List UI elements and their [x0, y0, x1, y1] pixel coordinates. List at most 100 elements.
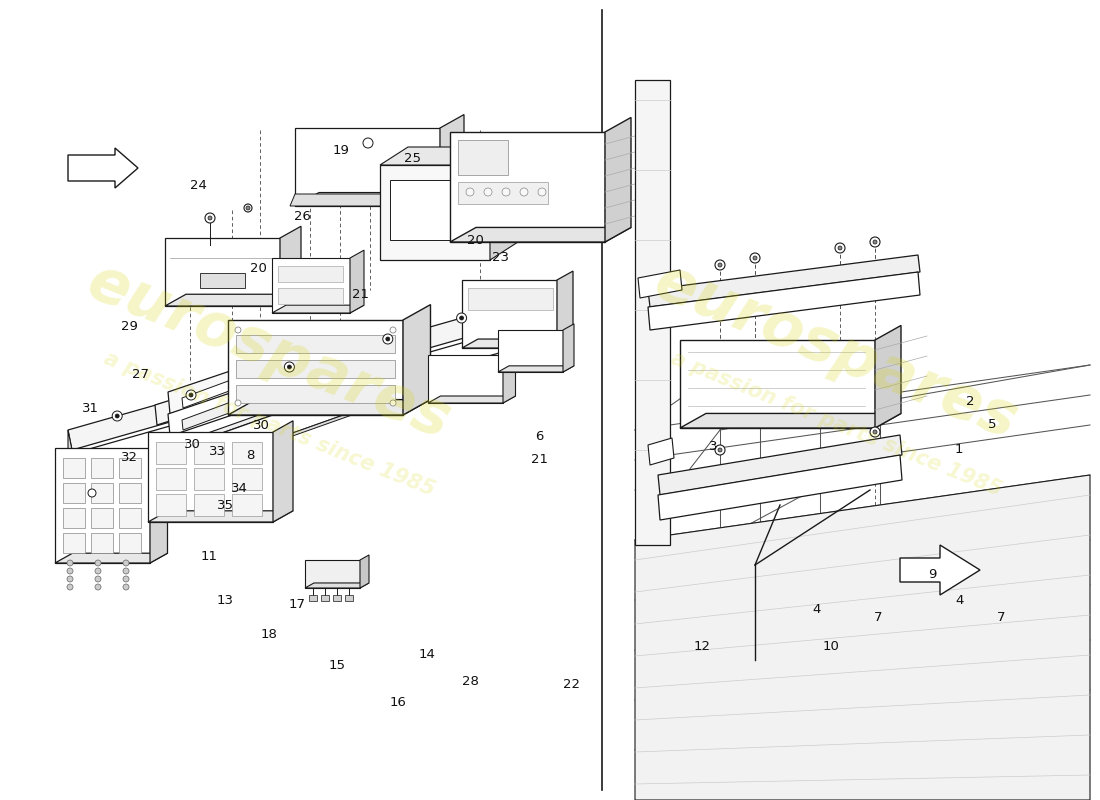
Polygon shape	[295, 193, 464, 206]
Bar	[194, 442, 224, 464]
Circle shape	[189, 393, 192, 397]
Text: eurospares: eurospares	[79, 252, 460, 452]
Polygon shape	[390, 180, 480, 240]
Text: 16: 16	[389, 696, 407, 709]
Bar	[232, 442, 262, 464]
Polygon shape	[874, 326, 901, 428]
Polygon shape	[280, 226, 301, 306]
Polygon shape	[295, 128, 440, 206]
Polygon shape	[490, 147, 518, 260]
Polygon shape	[428, 396, 516, 403]
Polygon shape	[272, 258, 350, 313]
Polygon shape	[75, 473, 112, 512]
Circle shape	[718, 263, 722, 267]
Circle shape	[67, 576, 73, 582]
Text: 20: 20	[466, 234, 484, 246]
Bar	[63, 508, 85, 528]
Polygon shape	[305, 583, 369, 588]
Circle shape	[715, 445, 725, 455]
Bar	[309, 595, 317, 601]
Polygon shape	[273, 421, 293, 522]
Polygon shape	[305, 560, 360, 588]
Text: 12: 12	[693, 640, 711, 653]
Text: 21: 21	[530, 454, 548, 466]
Text: 22: 22	[563, 678, 581, 690]
Circle shape	[390, 327, 396, 333]
Text: 4: 4	[812, 603, 821, 616]
Circle shape	[870, 237, 880, 247]
Bar	[91, 483, 113, 503]
Bar	[278, 288, 343, 304]
Circle shape	[95, 584, 101, 590]
Polygon shape	[360, 555, 368, 588]
Text: 5: 5	[988, 418, 997, 430]
Circle shape	[363, 138, 373, 148]
Polygon shape	[75, 365, 400, 485]
Circle shape	[754, 256, 757, 260]
Circle shape	[460, 316, 463, 320]
Circle shape	[208, 216, 212, 220]
Circle shape	[873, 430, 877, 434]
Polygon shape	[168, 360, 330, 436]
Text: 7: 7	[997, 611, 1005, 624]
Text: 35: 35	[217, 499, 234, 512]
Polygon shape	[560, 290, 562, 335]
Circle shape	[285, 362, 295, 372]
Bar	[345, 595, 353, 601]
Bar	[91, 508, 113, 528]
Bar	[119, 533, 141, 553]
Polygon shape	[68, 430, 72, 475]
Circle shape	[390, 400, 396, 406]
Polygon shape	[148, 511, 293, 522]
Polygon shape	[498, 330, 563, 372]
Text: 20: 20	[250, 262, 267, 275]
Circle shape	[67, 584, 73, 590]
Polygon shape	[462, 280, 557, 348]
Bar	[200, 273, 245, 288]
Polygon shape	[648, 255, 920, 307]
Text: a passion for parts since 1985: a passion for parts since 1985	[101, 348, 438, 500]
Polygon shape	[648, 272, 920, 330]
Circle shape	[870, 427, 880, 437]
Bar	[333, 595, 341, 601]
Polygon shape	[658, 435, 902, 495]
Polygon shape	[165, 238, 280, 306]
Text: 30: 30	[253, 419, 271, 432]
Polygon shape	[605, 118, 631, 242]
Circle shape	[235, 327, 241, 333]
Polygon shape	[635, 80, 670, 545]
Bar	[63, 483, 85, 503]
Circle shape	[186, 390, 196, 400]
Bar	[236, 335, 395, 353]
Text: 23: 23	[492, 251, 509, 264]
Text: 34: 34	[231, 482, 249, 494]
Polygon shape	[563, 324, 574, 372]
Bar	[458, 140, 508, 175]
Text: 27: 27	[132, 368, 150, 381]
Polygon shape	[228, 320, 403, 415]
Text: eurospares: eurospares	[646, 252, 1026, 452]
Polygon shape	[440, 114, 464, 206]
Text: 17: 17	[288, 598, 306, 610]
Text: 10: 10	[822, 640, 839, 653]
Text: 18: 18	[261, 628, 278, 641]
Text: 4: 4	[955, 594, 964, 606]
Bar	[91, 533, 113, 553]
Circle shape	[123, 568, 129, 574]
Bar	[91, 458, 113, 478]
Circle shape	[383, 334, 393, 344]
Text: 28: 28	[462, 675, 480, 688]
Circle shape	[67, 560, 73, 566]
Circle shape	[502, 188, 510, 196]
Polygon shape	[658, 455, 902, 520]
Polygon shape	[900, 545, 980, 595]
Bar	[232, 494, 262, 516]
Bar	[236, 385, 395, 403]
Bar	[194, 468, 224, 490]
Polygon shape	[55, 448, 150, 563]
Bar	[119, 508, 141, 528]
Bar	[236, 360, 395, 378]
Circle shape	[456, 313, 466, 323]
Polygon shape	[635, 475, 1090, 800]
Circle shape	[235, 400, 241, 406]
